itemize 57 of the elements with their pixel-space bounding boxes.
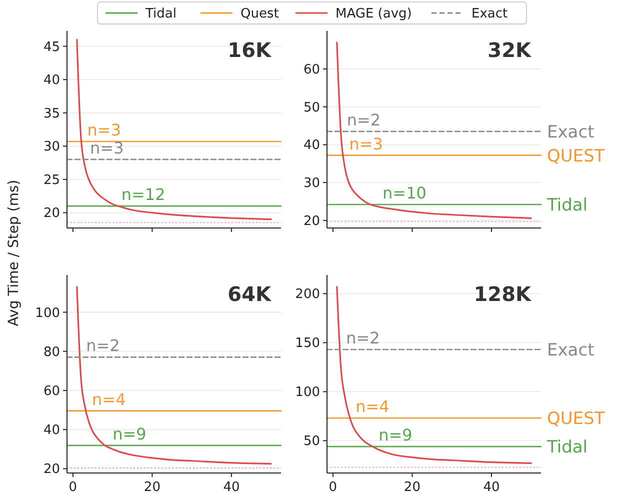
line-series [76, 286, 272, 465]
y-tick-label: 45 [43, 40, 60, 55]
x-tick-label: 0 [68, 480, 78, 495]
annotation: QUEST [547, 146, 606, 166]
y-tick-label: 40 [43, 423, 60, 438]
annotation: n=9 [378, 426, 412, 445]
legend-label: Exact [472, 6, 508, 22]
x-tick-label: 20 [404, 480, 420, 495]
y-tick-label: 50 [303, 100, 320, 116]
annotation: Tidal [546, 437, 588, 458]
chart-title: 64K [228, 282, 272, 306]
y-tick-label: 20 [43, 206, 60, 222]
annotation: QUEST [547, 409, 606, 430]
y-tick-label: 100 [35, 306, 60, 321]
y-tick-label: 150 [295, 336, 320, 352]
y-tick-label: 200 [295, 287, 320, 302]
y-tick-label: 20 [303, 214, 320, 229]
annotation: n=2 [346, 110, 381, 130]
y-tick-label: 30 [43, 140, 60, 155]
y-tick-label: 60 [303, 62, 320, 78]
y-axis-title: Avg Time / Step (ms) [6, 180, 22, 326]
annotation: n=3 [349, 134, 383, 154]
annotation: n=3 [90, 138, 124, 158]
annotation: n=2 [86, 336, 120, 356]
y-tick-label: 25 [43, 172, 60, 188]
chart-title: 16K [228, 38, 272, 62]
annotation: Exact [547, 122, 595, 142]
x-tick-label: 0 [328, 480, 338, 495]
annotation: n=2 [346, 328, 380, 348]
annotation: n=12 [121, 185, 166, 204]
y-tick-label: 35 [43, 106, 60, 122]
y-tick-label: 30 [303, 176, 320, 192]
y-tick-label: 50 [303, 434, 320, 450]
annotation: n=10 [382, 184, 426, 203]
y-tick-label: 100 [295, 385, 320, 400]
legend-label: Tidal [144, 6, 176, 22]
x-tick-label: 40 [483, 480, 500, 495]
annotation: Exact [547, 340, 595, 360]
legend-label: MAGE (avg) [336, 6, 412, 22]
line-series [336, 286, 532, 464]
y-tick-label: 20 [43, 462, 60, 478]
x-tick-label: 40 [223, 480, 240, 495]
x-tick-label: 20 [144, 480, 160, 495]
y-tick-label: 40 [43, 73, 60, 88]
annotation: n=9 [112, 424, 146, 444]
y-tick-label: 80 [43, 344, 60, 360]
chart-title: 32K [488, 38, 532, 62]
annotation: n=4 [356, 397, 390, 416]
annotation: n=4 [92, 390, 126, 409]
line-series [76, 38, 272, 220]
line-series [336, 42, 532, 219]
legend-label: Quest [240, 6, 279, 22]
y-tick-label: 60 [43, 384, 60, 400]
annotation: n=3 [87, 120, 121, 140]
y-tick-label: 40 [303, 138, 320, 154]
chart-title: 128K [474, 282, 532, 306]
annotation: Tidal [546, 195, 588, 216]
